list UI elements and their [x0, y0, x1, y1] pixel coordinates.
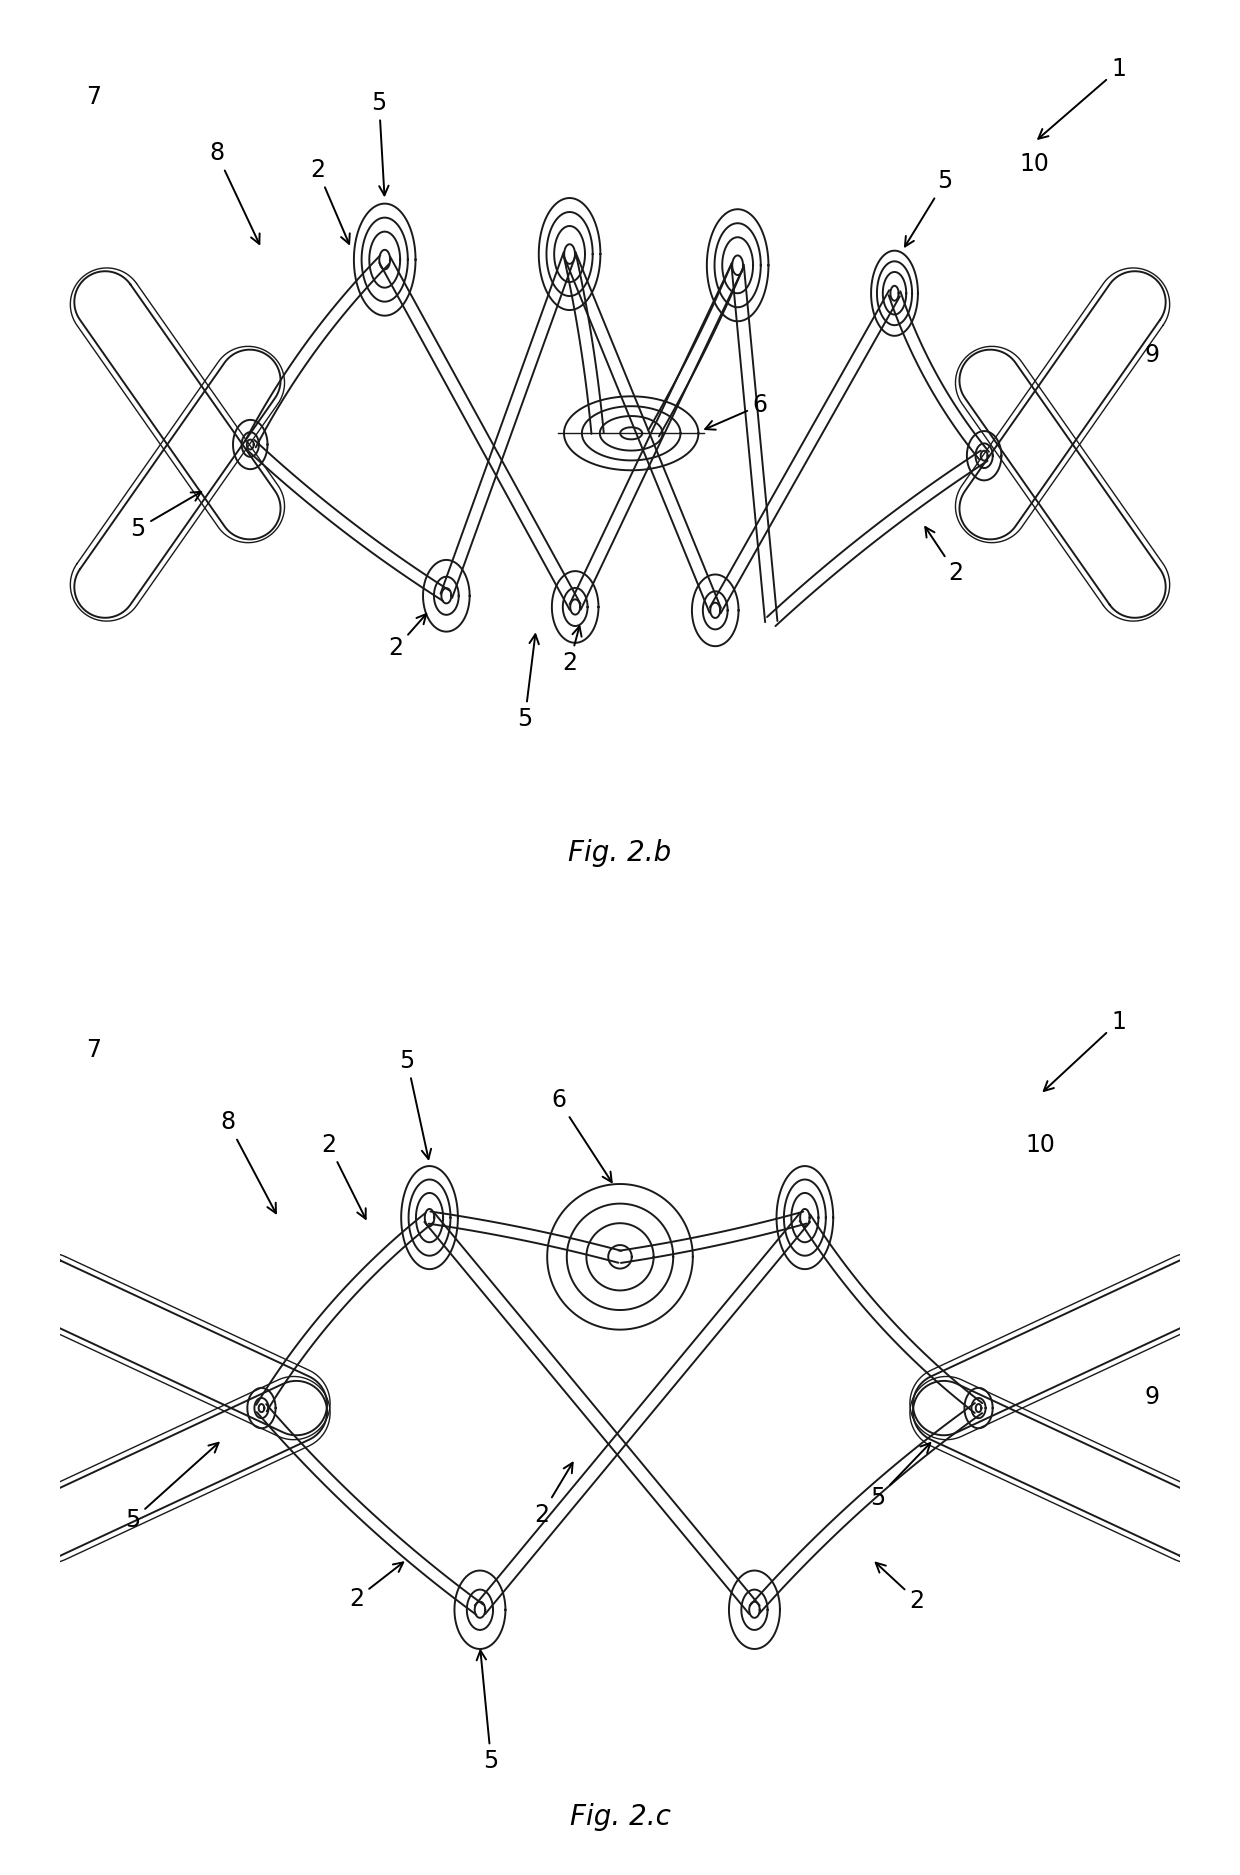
Text: 5: 5	[870, 1444, 930, 1509]
Text: 1: 1	[1038, 56, 1126, 139]
Text: 10: 10	[1025, 1132, 1055, 1157]
Text: 7: 7	[86, 1037, 100, 1061]
Text: Fig. 2.c: Fig. 2.c	[569, 1804, 671, 1832]
Text: 6: 6	[551, 1088, 611, 1181]
Text: 5: 5	[399, 1048, 432, 1159]
Text: 8: 8	[221, 1110, 277, 1213]
Text: 2: 2	[310, 158, 350, 244]
Text: 6: 6	[706, 394, 768, 429]
Text: 5: 5	[905, 169, 952, 246]
Text: 2: 2	[534, 1462, 573, 1526]
Text: 2: 2	[350, 1562, 403, 1611]
Text: 1: 1	[1044, 1009, 1126, 1091]
Text: 2: 2	[925, 527, 963, 585]
Text: 10: 10	[1019, 152, 1049, 176]
Text: 9: 9	[1145, 1386, 1159, 1408]
Text: 7: 7	[86, 84, 100, 109]
Text: 2: 2	[875, 1562, 924, 1612]
Text: 5: 5	[517, 634, 539, 731]
Text: 2: 2	[388, 613, 427, 660]
Text: 9: 9	[1145, 343, 1159, 368]
Text: 5: 5	[130, 491, 201, 540]
Text: 8: 8	[210, 141, 259, 244]
Text: 5: 5	[125, 1442, 218, 1532]
Text: 5: 5	[476, 1650, 498, 1774]
Text: 5: 5	[372, 90, 388, 195]
Text: Fig. 2.b: Fig. 2.b	[568, 840, 672, 868]
Text: 2: 2	[562, 626, 582, 675]
Text: 2: 2	[321, 1132, 366, 1219]
